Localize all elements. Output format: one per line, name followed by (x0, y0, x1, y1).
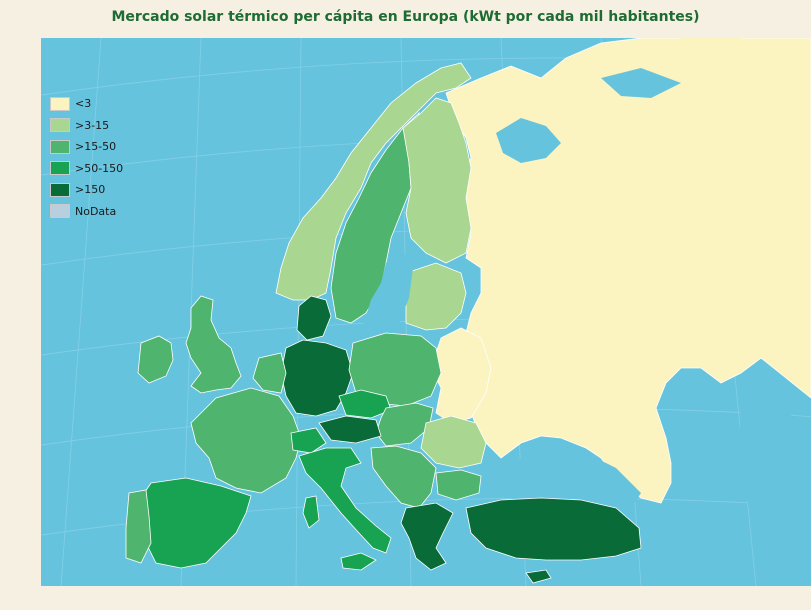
region-france (190, 387, 302, 494)
map-canvas (41, 38, 811, 586)
map-title: Mercado solar térmico per cápita en Euro… (111, 9, 700, 25)
legend-item: <3 (50, 93, 123, 115)
legend-swatch (50, 96, 70, 111)
region-bulgaria (435, 469, 482, 501)
white-sea (496, 118, 561, 163)
legend-label: NoData (75, 204, 117, 218)
region-balkans (370, 445, 437, 509)
legend-swatch (50, 161, 70, 176)
legend-item: >15-50 (50, 136, 123, 158)
legend-swatch (50, 204, 70, 219)
region-denmark (296, 295, 332, 341)
region-switzerland (290, 427, 327, 454)
region-cyprus (525, 569, 552, 584)
baltic-sea (363, 248, 413, 330)
black-sea (501, 448, 641, 508)
legend-label: >50-150 (75, 161, 124, 175)
legend-item: >50-150 (50, 158, 123, 180)
novaya-zemlya (681, 38, 741, 68)
region-uk (185, 295, 242, 394)
region-sicily (340, 552, 377, 571)
legend-item: NoData (50, 201, 123, 223)
region-norway (275, 62, 472, 301)
legend-swatch (50, 182, 70, 197)
region-baltics (405, 262, 467, 331)
caspian-sea (739, 388, 811, 586)
region-italy (298, 447, 392, 554)
region-portugal (125, 489, 152, 564)
region-ireland (137, 335, 174, 384)
region-poland (348, 332, 442, 407)
region-sardinia (302, 495, 320, 529)
arctic-inlet (601, 68, 681, 98)
legend-item: >3-15 (50, 115, 123, 137)
region-slovakia-hungary (375, 402, 434, 447)
legend-label: >150 (75, 183, 106, 197)
region-benelux (252, 352, 287, 394)
europe-map (41, 38, 811, 586)
region-finland (402, 97, 472, 264)
region-romania (420, 415, 487, 469)
map-legend: <3 >3-15 >15-50 >50-150 >150 NoData (50, 93, 123, 222)
legend-label: >3-15 (75, 118, 110, 132)
legend-swatch (50, 139, 70, 154)
legend-label: <3 (75, 97, 92, 111)
legend-item: >150 (50, 179, 123, 201)
legend-swatch (50, 118, 70, 133)
region-austria (318, 415, 382, 444)
region-turkey (465, 497, 642, 561)
legend-label: >15-50 (75, 140, 117, 154)
region-greece (400, 502, 454, 571)
